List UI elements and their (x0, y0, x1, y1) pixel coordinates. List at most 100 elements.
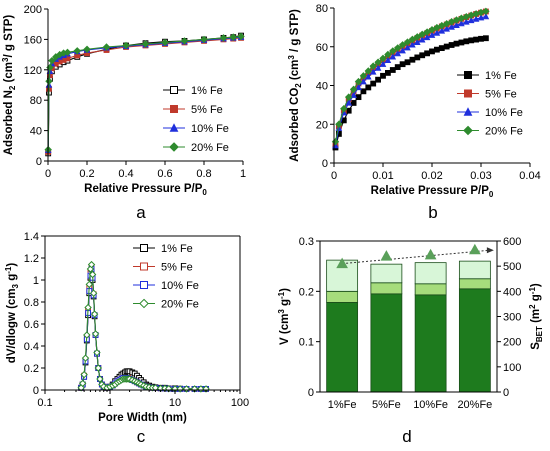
y2-tick-label: 400 (503, 286, 521, 298)
data-point (477, 14, 485, 21)
category-label: 10%Fe (413, 399, 448, 411)
data-point (80, 370, 88, 379)
data-point (423, 33, 431, 41)
data-point (483, 35, 489, 42)
legend-marker (170, 86, 178, 94)
data-point (180, 37, 189, 45)
data-point (428, 31, 436, 38)
data-point (438, 27, 446, 34)
bar-segment-0 (414, 294, 447, 393)
data-point (399, 61, 406, 68)
data-point (404, 44, 411, 51)
data-point (380, 72, 386, 79)
data-point (48, 56, 56, 65)
data-point (482, 12, 490, 20)
y-tick-label: 0 (322, 158, 328, 170)
data-point (389, 47, 397, 55)
data-point (413, 33, 422, 41)
y-tick-label: 0 (308, 387, 314, 399)
data-point (399, 46, 406, 54)
x-tick-label: 0.8 (196, 168, 211, 180)
legend-label-0: 1% Fe (161, 243, 193, 255)
data-point (219, 34, 228, 42)
data-point (473, 36, 480, 43)
data-point (442, 19, 451, 28)
x-axis-label-main: Pore Width (nm) (98, 412, 187, 424)
data-point (200, 35, 208, 44)
y-axis-label-part: ) (279, 288, 291, 292)
data-point (472, 15, 480, 22)
y-tick-label: 0.6 (24, 319, 39, 331)
data-point (86, 265, 95, 273)
x-axis-label-main: Relative Pressure P/P (84, 183, 203, 195)
data-point (141, 40, 150, 48)
legend-label-2: 10% Fe (161, 280, 199, 292)
y-axis-label: dV/dlogw (cm3 g-1) (4, 263, 20, 364)
y-axis-label-part: / g STP) (289, 9, 301, 55)
data-point (350, 91, 357, 98)
data-point (468, 37, 475, 44)
x-tick-label: 0.04 (519, 170, 540, 182)
data-point (384, 50, 392, 59)
legend-label-3: 20% Fe (191, 142, 229, 154)
data-point (398, 41, 407, 49)
legend-label-1: 5% Fe (161, 262, 193, 274)
legend-label-1: 5% Fe (191, 104, 223, 116)
data-point (344, 93, 353, 101)
y2-tick-label: 600 (503, 236, 521, 248)
y-axis-label-part: 3 (11, 283, 20, 288)
y-tick-label: 60 (316, 42, 328, 54)
y-axis-label-part: g (279, 299, 291, 309)
bar-segment-1 (414, 283, 447, 296)
legend-label-3: 20% Fe (161, 299, 199, 311)
y-tick-label: 1.4 (24, 231, 39, 243)
y2-axis-label-part: BET (535, 326, 544, 342)
data-point (161, 38, 169, 47)
y-axis-label-part: 3 (1, 57, 10, 62)
y2-axis-label-part: S (530, 342, 542, 350)
legend-marker (140, 262, 148, 271)
sbet-point (424, 248, 437, 260)
y-tick-label: 0.1 (299, 337, 314, 349)
data-point (360, 77, 367, 85)
y2-axis-label-part: (m (530, 309, 542, 326)
data-point (375, 76, 382, 83)
data-point (45, 77, 53, 85)
legend-marker (463, 125, 473, 136)
data-point (429, 48, 435, 55)
data-point (414, 38, 421, 45)
legend-label-1: 5% Fe (485, 89, 517, 101)
x-tick-label: 0 (331, 170, 337, 182)
y2-axis-label: SBET (m2 g-1) (528, 283, 544, 350)
y2-tick-label: 500 (503, 261, 521, 273)
y-tick-label: 40 (316, 81, 328, 93)
data-point (409, 56, 416, 63)
y2-axis-label-part: g (530, 294, 542, 304)
data-point (364, 67, 373, 75)
data-point (394, 49, 401, 57)
panel-label: a (136, 203, 146, 222)
data-point (423, 28, 431, 36)
data-point (393, 44, 402, 52)
category-label: 5%Fe (372, 399, 401, 411)
panel-label: b (428, 203, 437, 222)
data-point (349, 85, 358, 94)
data-point (360, 88, 367, 95)
bar-segment-1 (458, 278, 491, 290)
y-axis-label-part: / g STP) (3, 15, 15, 58)
data-point (478, 35, 484, 42)
data-point (385, 70, 391, 76)
y-axis-label-part: g (6, 274, 18, 284)
data-point (122, 41, 130, 50)
data-point (438, 21, 446, 30)
data-point (237, 32, 245, 41)
y-axis-label-part: -1 (4, 266, 13, 274)
legend-marker (140, 244, 148, 252)
y2-axis-label-part: -1 (528, 287, 537, 295)
bar-segment-2 (370, 263, 403, 284)
data-point (443, 43, 450, 50)
data-point (374, 64, 382, 71)
bar-segment-0 (370, 293, 403, 393)
data-point (408, 35, 417, 44)
y-axis-label-part: (cm (3, 62, 15, 86)
